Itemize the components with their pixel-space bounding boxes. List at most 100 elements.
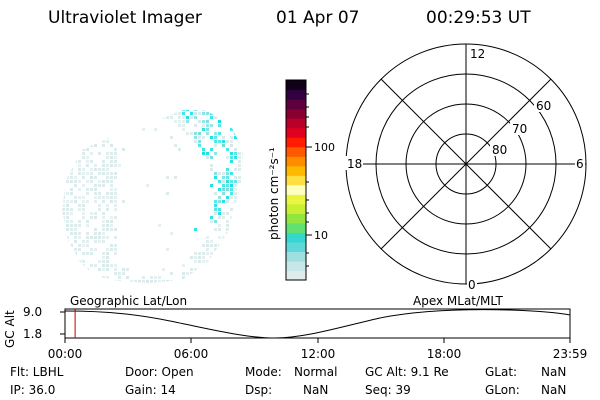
auroral-pixel: [94, 112, 97, 115]
auroral-pixel: [210, 256, 213, 259]
auroral-pixel: [106, 112, 109, 115]
auroral-pixel: [102, 232, 105, 235]
auroral-pixel: [230, 172, 233, 175]
auroral-pixel: [222, 268, 225, 271]
auroral-pixel: [58, 168, 61, 171]
auroral-pixel: [218, 140, 221, 143]
auroral-pixel: [230, 260, 233, 263]
auroral-pixel: [82, 252, 85, 255]
auroral-pixel: [86, 236, 89, 239]
auroral-pixel: [66, 240, 69, 243]
auroral-pixel: [226, 224, 229, 227]
auroral-pixel: [74, 248, 77, 251]
auroral-pixel: [90, 188, 93, 191]
auroral-pixel: [238, 176, 241, 179]
auroral-pixel: [234, 112, 237, 115]
auroral-pixel: [230, 208, 233, 211]
auroral-pixel: [222, 264, 225, 267]
auroral-pixel: [174, 112, 177, 115]
auroral-pixel: [226, 260, 229, 263]
auroral-pixel: [62, 124, 65, 127]
auroral-pixel: [70, 284, 73, 287]
auroral-pixel: [74, 280, 77, 283]
auroral-pixel: [206, 128, 209, 131]
auroral-pixel: [98, 204, 101, 207]
auroral-pixel: [202, 136, 205, 139]
auroral-pixel: [78, 148, 81, 151]
auroral-pixel: [194, 124, 197, 127]
auroral-pixel: [62, 192, 65, 195]
auroral-pixel: [122, 116, 125, 119]
auroral-pixel: [66, 236, 69, 239]
auroral-pixel: [226, 184, 229, 187]
timeline-ytick-label-bottom: 1.8: [23, 327, 43, 341]
auroral-pixel: [230, 180, 233, 183]
auroral-pixel: [162, 284, 165, 287]
mlt-label-12: 12: [470, 47, 485, 61]
auroral-pixel: [86, 172, 89, 175]
auroral-pixel: [94, 240, 97, 243]
auroral-pixel: [226, 240, 229, 243]
auroral-pixel: [238, 212, 241, 215]
auroral-pixel: [114, 248, 117, 251]
auroral-pixel: [66, 152, 69, 155]
auroral-pixel: [126, 112, 129, 115]
auroral-pixel: [126, 120, 129, 123]
auroral-pixel: [190, 116, 193, 119]
auroral-pixel: [134, 280, 137, 283]
auroral-pixel: [110, 128, 113, 131]
auroral-pixel: [114, 152, 117, 155]
auroral-pixel: [110, 124, 113, 127]
auroral-pixel: [242, 284, 245, 287]
auroral-pixel: [110, 264, 113, 267]
auroral-pixel: [94, 184, 97, 187]
auroral-pixel: [182, 112, 185, 115]
auroral-pixel: [82, 268, 85, 271]
auroral-pixel: [242, 156, 243, 159]
auroral-pixel: [94, 124, 97, 127]
auroral-pixel: [202, 128, 205, 131]
auroral-pixel: [226, 168, 229, 171]
colorbar-band: [286, 165, 306, 176]
auroral-pixel: [70, 172, 73, 175]
auroral-pixel: [82, 124, 85, 127]
auroral-pixel: [214, 176, 217, 179]
glon-label: GLon:: [485, 383, 520, 397]
auroral-pixel: [74, 180, 77, 183]
auroral-pixel: [106, 164, 109, 167]
auroral-pixel: [166, 248, 169, 251]
auroral-pixel: [230, 160, 233, 163]
auroral-pixel: [110, 192, 113, 195]
auroral-pixel: [102, 124, 105, 127]
auroral-pixel: [214, 220, 217, 223]
auroral-pixel: [230, 128, 233, 131]
auroral-pixel: [230, 280, 233, 283]
auroral-pixel: [234, 148, 237, 151]
polar-plot: [345, 43, 587, 285]
auroral-pixel: [234, 208, 237, 211]
auroral-pixel: [82, 152, 85, 155]
auroral-pixel: [230, 228, 233, 231]
auroral-pixel: [114, 148, 117, 151]
auroral-pixel: [146, 184, 149, 187]
auroral-pixel: [210, 110, 213, 111]
auroral-pixel: [98, 268, 101, 271]
auroral-pixel: [226, 156, 229, 159]
auroral-pixel: [218, 132, 221, 135]
auroral-pixel: [238, 152, 241, 155]
auroral-pixel: [78, 236, 81, 239]
auroral-pixel: [202, 260, 205, 263]
auroral-pixel: [122, 110, 125, 111]
timeline-panel: [60, 308, 571, 343]
auroral-pixel: [106, 120, 109, 123]
auroral-pixel: [194, 116, 197, 119]
auroral-pixel: [158, 276, 161, 279]
auroral-pixel: [222, 140, 225, 143]
auroral-pixel: [234, 124, 237, 127]
auroral-pixel: [74, 144, 77, 147]
time-label: 00:29:53 UT: [426, 8, 531, 28]
auroral-pixel: [234, 284, 237, 287]
auroral-pixel: [110, 112, 113, 115]
auroral-pixel: [234, 176, 237, 179]
auroral-pixel: [238, 180, 241, 183]
